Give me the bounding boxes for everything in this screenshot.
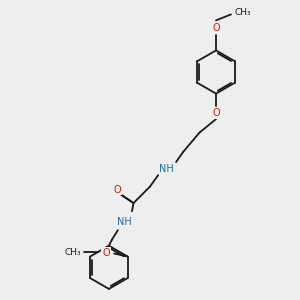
Text: O: O — [212, 108, 220, 118]
Text: O: O — [113, 184, 121, 195]
Text: CH₃: CH₃ — [65, 248, 81, 256]
Text: O: O — [102, 248, 110, 258]
Text: O: O — [212, 23, 220, 33]
Text: CH₃: CH₃ — [234, 8, 251, 17]
Text: NH: NH — [159, 164, 174, 174]
Text: NH: NH — [117, 217, 132, 227]
